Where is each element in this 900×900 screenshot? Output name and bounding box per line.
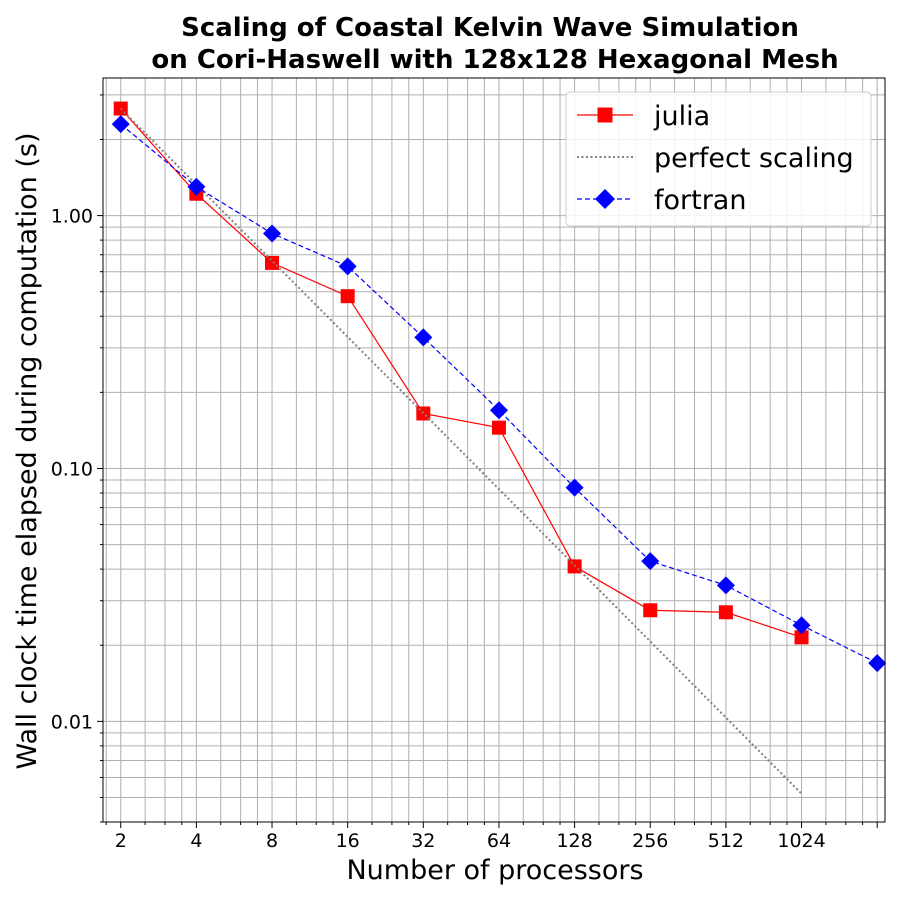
legend-box: [565, 91, 872, 227]
data-point-julia: [265, 255, 280, 270]
series-line-julia: [120, 108, 802, 638]
data-point-fortran: [565, 478, 584, 497]
legend-label-perfect-scaling: perfect scaling: [654, 143, 854, 174]
legend-entry-julia: julia: [577, 101, 710, 132]
plot-frame: [102, 77, 886, 823]
x-tick-label: 4: [190, 830, 202, 852]
y-tick-label: 0.10: [51, 458, 93, 480]
x-tick-label: 1024: [777, 830, 825, 852]
data-point-julia: [643, 603, 658, 618]
legend-marker-fortran: [595, 189, 615, 209]
x-tick-label: 2: [115, 830, 127, 852]
legend-entry-fortran: fortran: [577, 185, 746, 216]
data-point-julia: [491, 420, 506, 435]
series-line-fortran: [120, 123, 878, 664]
x-tick-label: 256: [632, 830, 668, 852]
x-tick-label: 512: [708, 830, 744, 852]
x-tick-label: 64: [487, 830, 511, 852]
data-point-fortran: [716, 576, 735, 595]
x-tick-label: 128: [556, 830, 592, 852]
data-point-fortran: [338, 257, 357, 276]
x-axis-label: Number of processors: [346, 855, 643, 886]
legend-label-fortran: fortran: [654, 185, 746, 216]
y-axis-label: Wall clock time elapsed during computati…: [12, 133, 43, 770]
y-tick-label: 0.01: [51, 711, 93, 733]
grid-layer: [103, 78, 885, 823]
data-point-julia: [340, 289, 355, 304]
legend-label-julia: julia: [653, 101, 710, 132]
legend: julia perfect scaling fortran: [565, 91, 872, 227]
y-tick-label: 1.00: [51, 206, 93, 228]
data-point-fortran: [111, 115, 130, 134]
series-line-perfect-scaling: [120, 107, 803, 795]
data-point-julia: [794, 630, 809, 645]
data-point-fortran: [641, 552, 660, 571]
x-tick-label: 16: [336, 830, 360, 852]
chart-title-line1: Scaling of Coastal Kelvin Wave Simulatio…: [181, 13, 799, 43]
data-point-fortran: [792, 616, 811, 635]
data-point-fortran: [414, 328, 433, 347]
data-point-fortran: [187, 177, 206, 196]
legend-entry-perfect-scaling: perfect scaling: [577, 143, 854, 174]
data-point-fortran: [263, 224, 282, 243]
ticks-layer: 2 4 8 16 32 64 128 256 512 1024 0.01 0.10 1.00: [51, 94, 878, 852]
x-tick-label: 32: [411, 830, 435, 852]
data-point-julia: [718, 605, 733, 620]
data-point-fortran: [489, 401, 508, 420]
legend-marker-julia: [597, 107, 613, 123]
x-tick-label: 8: [266, 830, 278, 852]
series-layer: [111, 101, 887, 795]
chart-title-line2: on Cori-Haswell with 128x128 Hexagonal M…: [151, 45, 838, 75]
data-point-fortran: [868, 654, 887, 673]
